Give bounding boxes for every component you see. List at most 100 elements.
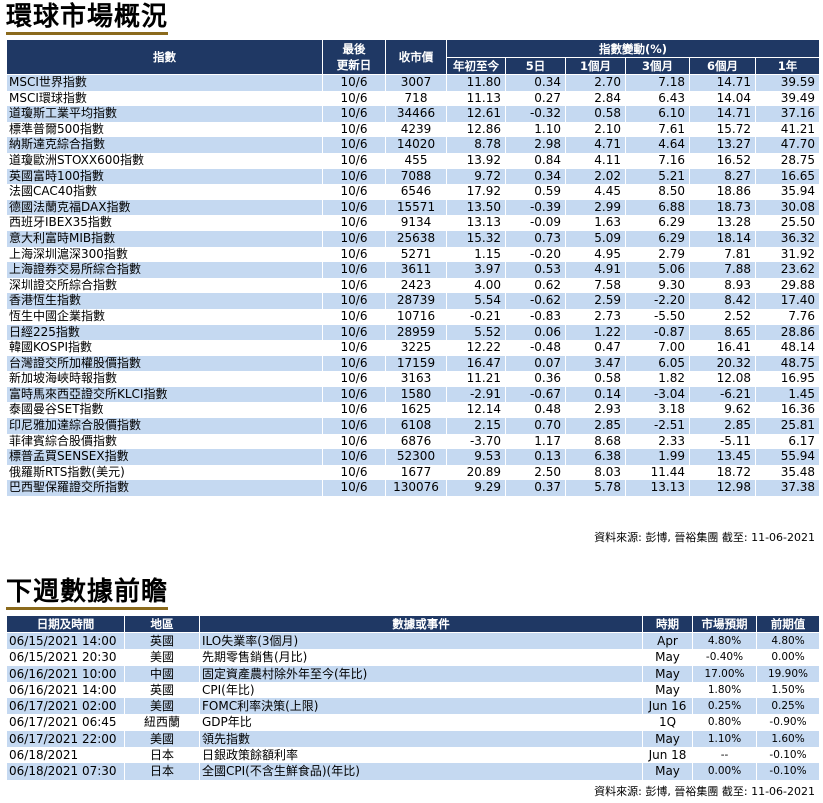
ytd-value: 5.52: [446, 324, 506, 341]
index-name: 俄羅斯RTS指數(美元): [6, 464, 323, 481]
close-value: 3007: [385, 74, 447, 91]
table-row: 06/15/2021 14:00 英國 ILO失業率(3個月) Apr 4.80% 4.8…: [6, 632, 820, 650]
1y-value: 48.14: [754, 340, 821, 356]
table-row: 香港恆生指數 10/6 28739 5.54 -0.62 2.59 -2.20 8.42 17.…: [6, 293, 821, 309]
3m-value: 9.30: [625, 277, 690, 294]
index-name: 標準普爾500指數: [6, 121, 323, 138]
1m-value: 1.22: [565, 324, 626, 341]
table-row: 06/18/2021 日本 日銀政策餘額利率 Jun 18 -- -0.10%: [6, 747, 820, 764]
5d-value: 0.06: [505, 324, 566, 341]
event-name: 領先指數: [199, 730, 643, 748]
5d-value: 2.50: [505, 464, 566, 481]
5d-value: -0.20: [505, 246, 566, 263]
table-row: 上海深圳滬深300指數 10/6 5271 1.15 -0.20 4.95 2.79 7.81…: [6, 246, 821, 263]
header-3m: 3個月: [625, 57, 690, 75]
3m-value: 6.29: [625, 215, 690, 231]
1y-value: 23.62: [754, 262, 821, 278]
6m-value: 20.32: [689, 355, 756, 372]
table-row: 道瓊斯工業平均指數 10/6 34466 12.61 -0.32 0.58 6.10 14.7…: [6, 106, 821, 122]
event-period: 1Q: [642, 714, 693, 731]
event-region: 美國: [124, 698, 200, 715]
3m-value: -5.50: [625, 308, 690, 325]
event-datetime: 06/15/2021 14:00: [6, 632, 125, 650]
event-forecast: 1.80%: [692, 681, 757, 699]
1m-value: 0.58: [565, 371, 626, 387]
5d-value: -0.83: [505, 308, 566, 325]
event-datetime: 06/15/2021 20:30: [6, 649, 125, 666]
ytd-value: 12.14: [446, 402, 506, 419]
last-update: 10/6: [322, 308, 386, 325]
last-update: 10/6: [322, 464, 386, 481]
last-update: 10/6: [322, 168, 386, 185]
event-forecast: 0.80%: [692, 714, 757, 731]
5d-value: -0.48: [505, 340, 566, 356]
table-row: 06/17/2021 02:00 美國 FOMC利率決策(上限) Jun 16 0.25…: [6, 698, 820, 715]
6m-value: 18.72: [689, 464, 756, 481]
1y-value: 31.92: [754, 246, 821, 263]
5d-value: -0.09: [505, 215, 566, 231]
5d-value: 0.37: [505, 480, 566, 497]
ytd-value: 15.32: [446, 230, 506, 247]
header-1y: 1年: [754, 57, 821, 75]
1m-value: 2.73: [565, 308, 626, 325]
1m-value: 3.47: [565, 355, 626, 372]
3m-value: -2.51: [625, 418, 690, 434]
index-name: 巴西聖保羅證交所指數: [6, 480, 323, 497]
close-value: 455: [385, 152, 447, 169]
last-update: 10/6: [322, 90, 386, 107]
5d-value: 0.53: [505, 262, 566, 278]
last-update: 10/6: [322, 293, 386, 309]
3m-value: 6.05: [625, 355, 690, 372]
ytd-value: 2.15: [446, 418, 506, 434]
5d-value: 0.62: [505, 277, 566, 294]
1m-value: 5.78: [565, 480, 626, 497]
close-value: 28739: [385, 293, 447, 309]
event-region: 英國: [124, 681, 200, 699]
5d-value: -0.62: [505, 293, 566, 309]
last-update: 10/6: [322, 246, 386, 263]
table-row: 法國CAC40指數 10/6 6546 17.92 0.59 4.45 8.50 18.86 3…: [6, 184, 821, 200]
5d-value: 1.17: [505, 433, 566, 450]
6m-value: 8.93: [689, 277, 756, 294]
table-row: 俄羅斯RTS指數(美元) 10/6 1677 20.89 2.50 8.03 11.44 18…: [6, 464, 821, 481]
1y-value: 36.32: [754, 230, 821, 247]
6m-value: 18.14: [689, 230, 756, 247]
6m-value: 13.45: [689, 449, 756, 465]
table-row: 西班牙IBEX35指數 10/6 9134 13.13 -0.09 1.63 6.29 13.…: [6, 215, 821, 231]
ytd-value: 11.80: [446, 74, 506, 91]
ytd-value: -3.70: [446, 433, 506, 450]
close-value: 34466: [385, 106, 447, 122]
1m-value: 2.70: [565, 74, 626, 91]
5d-value: 0.84: [505, 152, 566, 169]
ytd-value: 4.00: [446, 277, 506, 294]
1y-value: 29.88: [754, 277, 821, 294]
header-close: 收市價: [385, 39, 447, 75]
5d-value: 1.10: [505, 121, 566, 138]
1m-value: 4.11: [565, 152, 626, 169]
1y-value: 25.50: [754, 215, 821, 231]
close-value: 52300: [385, 449, 447, 465]
5d-value: -0.32: [505, 106, 566, 122]
header-datetime: 日期及時間: [6, 615, 125, 633]
header-period: 時期: [642, 615, 693, 633]
6m-value: 12.08: [689, 371, 756, 387]
index-name: 意大利富時MIB指數: [6, 230, 323, 247]
6m-value: 15.72: [689, 121, 756, 138]
6m-value: 18.73: [689, 199, 756, 216]
1y-value: 16.36: [754, 402, 821, 419]
1y-value: 1.45: [754, 386, 821, 403]
index-name: 道瓊斯工業平均指數: [6, 106, 323, 122]
last-update: 10/6: [322, 74, 386, 91]
close-value: 4239: [385, 121, 447, 138]
last-update: 10/6: [322, 355, 386, 372]
index-name: 標普孟買SENSEX指數: [6, 449, 323, 465]
last-update: 10/6: [322, 184, 386, 200]
close-value: 1625: [385, 402, 447, 419]
global-markets-source: 資料來源: 彭博, 晉裕集團 截至: 11-06-2021: [594, 531, 815, 544]
header-change-group: 指數變動(%): [445, 39, 821, 58]
table-row: 06/15/2021 20:30 美國 先期零售銷售(月比) May -0.40% 0.0…: [6, 649, 820, 666]
event-name: CPI(年比): [199, 681, 643, 699]
event-previous: -0.10%: [756, 763, 820, 780]
close-value: 15571: [385, 199, 447, 216]
6m-value: 16.41: [689, 340, 756, 356]
